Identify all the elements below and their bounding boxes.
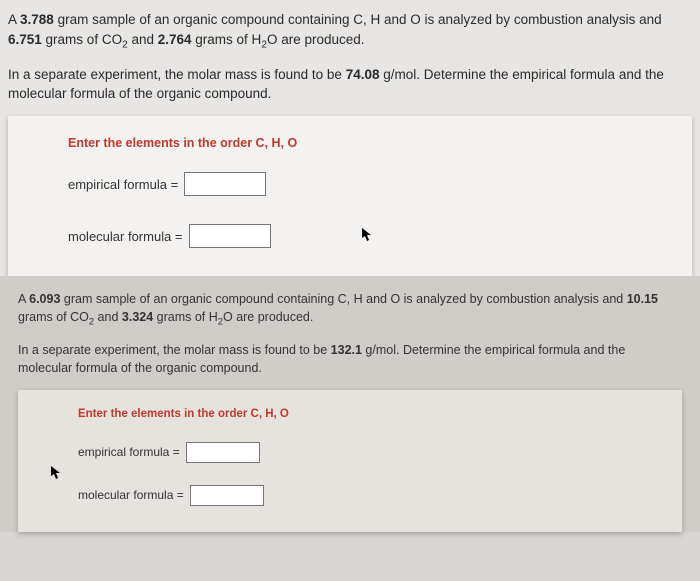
txt: and: [94, 310, 122, 324]
sample-mass: 3.788: [20, 12, 54, 27]
empirical-label: empirical formula =: [78, 445, 180, 459]
problem-1-text-2: In a separate experiment, the molar mass…: [8, 65, 692, 104]
txt: In a separate experiment, the molar mass…: [18, 343, 331, 357]
molecular-label: molecular formula =: [78, 488, 184, 502]
molecular-row: molecular formula =: [78, 485, 632, 506]
empirical-row: empirical formula =: [68, 172, 642, 196]
molecular-input[interactable]: [189, 224, 271, 248]
instruction: Enter the elements in the order C, H, O: [68, 136, 642, 150]
h2o-mass: 2.764: [158, 32, 192, 47]
txt: grams of CO: [18, 310, 89, 324]
cursor-icon: [50, 467, 60, 481]
instruction: Enter the elements in the order C, H, O: [78, 408, 632, 420]
txt: grams of H: [192, 32, 262, 47]
co2-mass: 6.751: [8, 32, 42, 47]
problem-2-text-2: In a separate experiment, the molar mass…: [18, 341, 682, 377]
txt: gram sample of an organic compound conta…: [54, 12, 662, 27]
txt: O are produced.: [267, 32, 365, 47]
empirical-input[interactable]: [186, 442, 260, 463]
problem-1-text-1: A 3.788 gram sample of an organic compou…: [8, 10, 692, 53]
molecular-label: molecular formula =: [68, 229, 183, 244]
sample-mass: 6.093: [29, 292, 60, 306]
empirical-row: empirical formula =: [78, 442, 632, 463]
answer-box-1: Enter the elements in the order C, H, O …: [8, 116, 692, 276]
problem-2-text-1: A 6.093 gram sample of an organic compou…: [18, 290, 682, 329]
molecular-input[interactable]: [190, 485, 264, 506]
txt: gram sample of an organic compound conta…: [60, 292, 626, 306]
h2o-mass: 3.324: [122, 310, 153, 324]
txt: O are produced.: [223, 310, 313, 324]
empirical-input[interactable]: [184, 172, 266, 196]
co2-mass: 10.15: [627, 292, 658, 306]
molar-mass: 132.1: [331, 343, 362, 357]
empirical-label: empirical formula =: [68, 177, 178, 192]
txt: and: [128, 32, 158, 47]
txt: A: [18, 292, 29, 306]
txt: grams of H: [153, 310, 218, 324]
problem-1: A 3.788 gram sample of an organic compou…: [0, 0, 700, 276]
txt: A: [8, 12, 20, 27]
txt: In a separate experiment, the molar mass…: [8, 67, 346, 82]
molar-mass: 74.08: [346, 67, 380, 82]
molecular-row: molecular formula =: [68, 224, 642, 248]
problem-2: A 6.093 gram sample of an organic compou…: [0, 276, 700, 531]
cursor-icon: [361, 229, 371, 243]
txt: grams of CO: [42, 32, 122, 47]
answer-box-2: Enter the elements in the order C, H, O …: [18, 390, 682, 532]
